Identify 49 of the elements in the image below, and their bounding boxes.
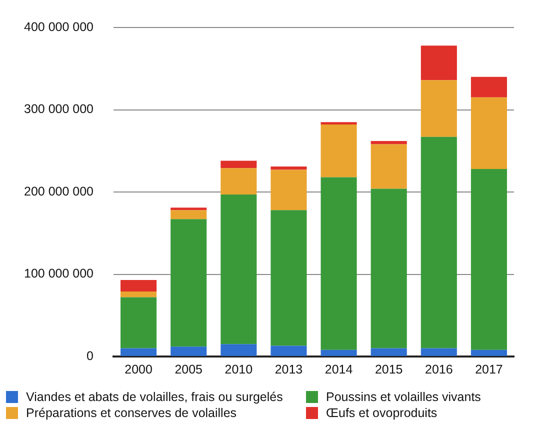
bar (120, 348, 157, 356)
bar (320, 124, 357, 178)
x-tick-label: 2015 (374, 362, 403, 376)
legend-label: Préparations et conserves de volailles (26, 406, 237, 420)
bar (420, 80, 457, 137)
bar (220, 344, 257, 356)
legend-label: Poussins et volailles vivants (326, 390, 481, 404)
bar (470, 97, 507, 169)
x-tick-label: 2013 (274, 362, 303, 376)
bar (320, 177, 357, 350)
y-tick-label: 300 000 000 (24, 102, 94, 116)
y-tick-label: 200 000 000 (24, 184, 94, 198)
bar (220, 168, 257, 194)
bar (370, 188, 407, 348)
bar (470, 168, 507, 350)
bar (370, 348, 407, 356)
x-tick-label: 2000 (124, 362, 152, 376)
bar (220, 160, 257, 168)
x-tick-label: 2017 (475, 362, 503, 376)
bar (420, 46, 457, 80)
bar (270, 166, 307, 170)
bar (270, 170, 307, 210)
bar (270, 346, 307, 356)
bar (220, 194, 257, 344)
x-tick-label: 2014 (324, 362, 353, 376)
bar (420, 348, 457, 356)
x-tick-label: 2010 (224, 362, 253, 376)
legend-label: Œufs et ovoproduits (326, 406, 438, 420)
legend-label: Viandes et abats de volailles, frais ou surgelés (26, 390, 283, 404)
bar (420, 136, 457, 348)
x-tick-label: 2005 (174, 362, 203, 376)
bar (170, 346, 207, 356)
x-tick-label: 2016 (425, 362, 453, 376)
bar (120, 297, 157, 348)
y-tick-label: 400 000 000 (24, 20, 94, 34)
bar (120, 280, 157, 292)
bar (320, 350, 357, 356)
y-tick-label: 0 (86, 348, 94, 363)
bar (470, 76, 507, 98)
bar (120, 292, 157, 298)
bar (320, 122, 357, 125)
bar (270, 210, 307, 346)
bar (370, 144, 407, 189)
bar (470, 350, 507, 356)
bar (170, 210, 207, 220)
bar (370, 141, 407, 144)
bar (170, 219, 207, 347)
y-tick-label: 100 000 000 (24, 266, 94, 281)
bar (170, 208, 207, 210)
